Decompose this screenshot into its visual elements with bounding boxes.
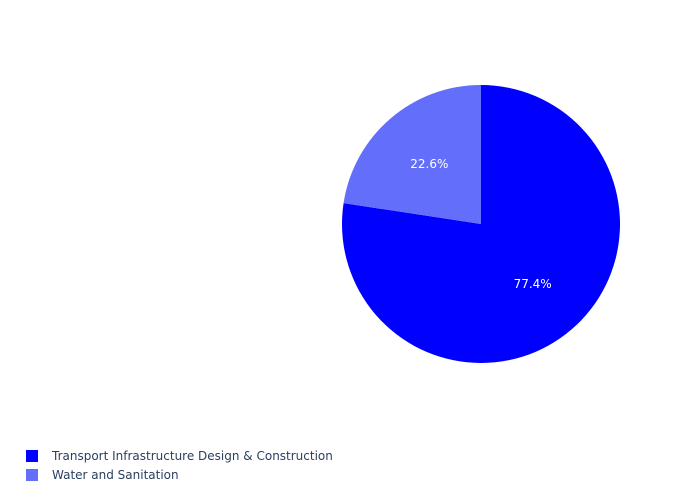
- legend-item-transport[interactable]: Transport Infrastructure Design & Constr…: [26, 446, 333, 465]
- legend-swatch-transport: [26, 449, 38, 462]
- legend-item-water[interactable]: Water and Sanitation: [26, 465, 333, 484]
- legend: Transport Infrastructure Design & Constr…: [26, 446, 333, 484]
- pie-slice-0[interactable]: [342, 85, 620, 363]
- legend-label-transport: Transport Infrastructure Design & Constr…: [52, 448, 333, 463]
- pie-slice-label-0: 77.4%: [514, 277, 552, 291]
- pie-slice-label-1: 22.6%: [410, 157, 448, 171]
- legend-swatch-water: [26, 468, 38, 481]
- pie-slice-1[interactable]: [343, 85, 481, 224]
- legend-label-water: Water and Sanitation: [52, 467, 179, 482]
